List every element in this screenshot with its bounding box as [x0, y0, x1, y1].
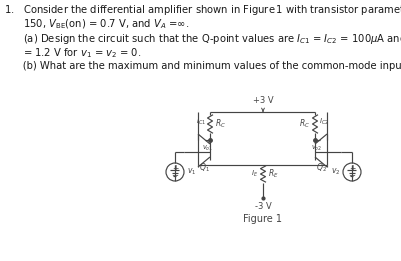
Text: (a) Design the circuit such that the Q-point values are $I_{C1}$ = $I_{C2}$ = 10: (a) Design the circuit such that the Q-p…	[4, 32, 401, 46]
Text: $v_1$: $v_1$	[186, 167, 196, 177]
Text: $I_{C2}$: $I_{C2}$	[318, 117, 328, 127]
Text: $v_2$: $v_2$	[330, 167, 339, 177]
Text: −: −	[348, 171, 354, 180]
Text: $v_{o2}$: $v_{o2}$	[311, 144, 322, 153]
Text: $R_E$: $R_E$	[267, 168, 278, 180]
Text: $R_C$: $R_C$	[215, 118, 225, 130]
Text: $I_{C1}$: $I_{C1}$	[195, 117, 205, 127]
Text: 1.   Consider the differential amplifier shown in Figure$\,$1 with transistor pa: 1. Consider the differential amplifier s…	[4, 3, 401, 17]
Text: +: +	[348, 164, 354, 173]
Text: = 1.2 V for $v_1$ = $v_2$ = 0.: = 1.2 V for $v_1$ = $v_2$ = 0.	[4, 46, 141, 60]
Text: 150, $V_{\rm BE}$(on) = 0.7 V, and $V_A$ =$\infty$.: 150, $V_{\rm BE}$(on) = 0.7 V, and $V_A$…	[4, 17, 189, 31]
Text: $Q_1$: $Q_1$	[198, 162, 209, 175]
Text: +: +	[171, 164, 178, 173]
Text: $v_{o1}$: $v_{o1}$	[202, 144, 213, 153]
Text: +3 V: +3 V	[252, 96, 273, 105]
Text: Figure 1: Figure 1	[243, 214, 282, 224]
Text: −: −	[171, 171, 178, 180]
Text: $Q_2$: $Q_2$	[315, 162, 326, 175]
Text: -3 V: -3 V	[254, 202, 271, 211]
Text: $I_E$: $I_E$	[250, 169, 257, 179]
Text: $R_C$: $R_C$	[298, 118, 309, 130]
Text: (b) What are the maximum and minimum values of the common-mode input voltage?: (b) What are the maximum and minimum val…	[4, 61, 401, 71]
